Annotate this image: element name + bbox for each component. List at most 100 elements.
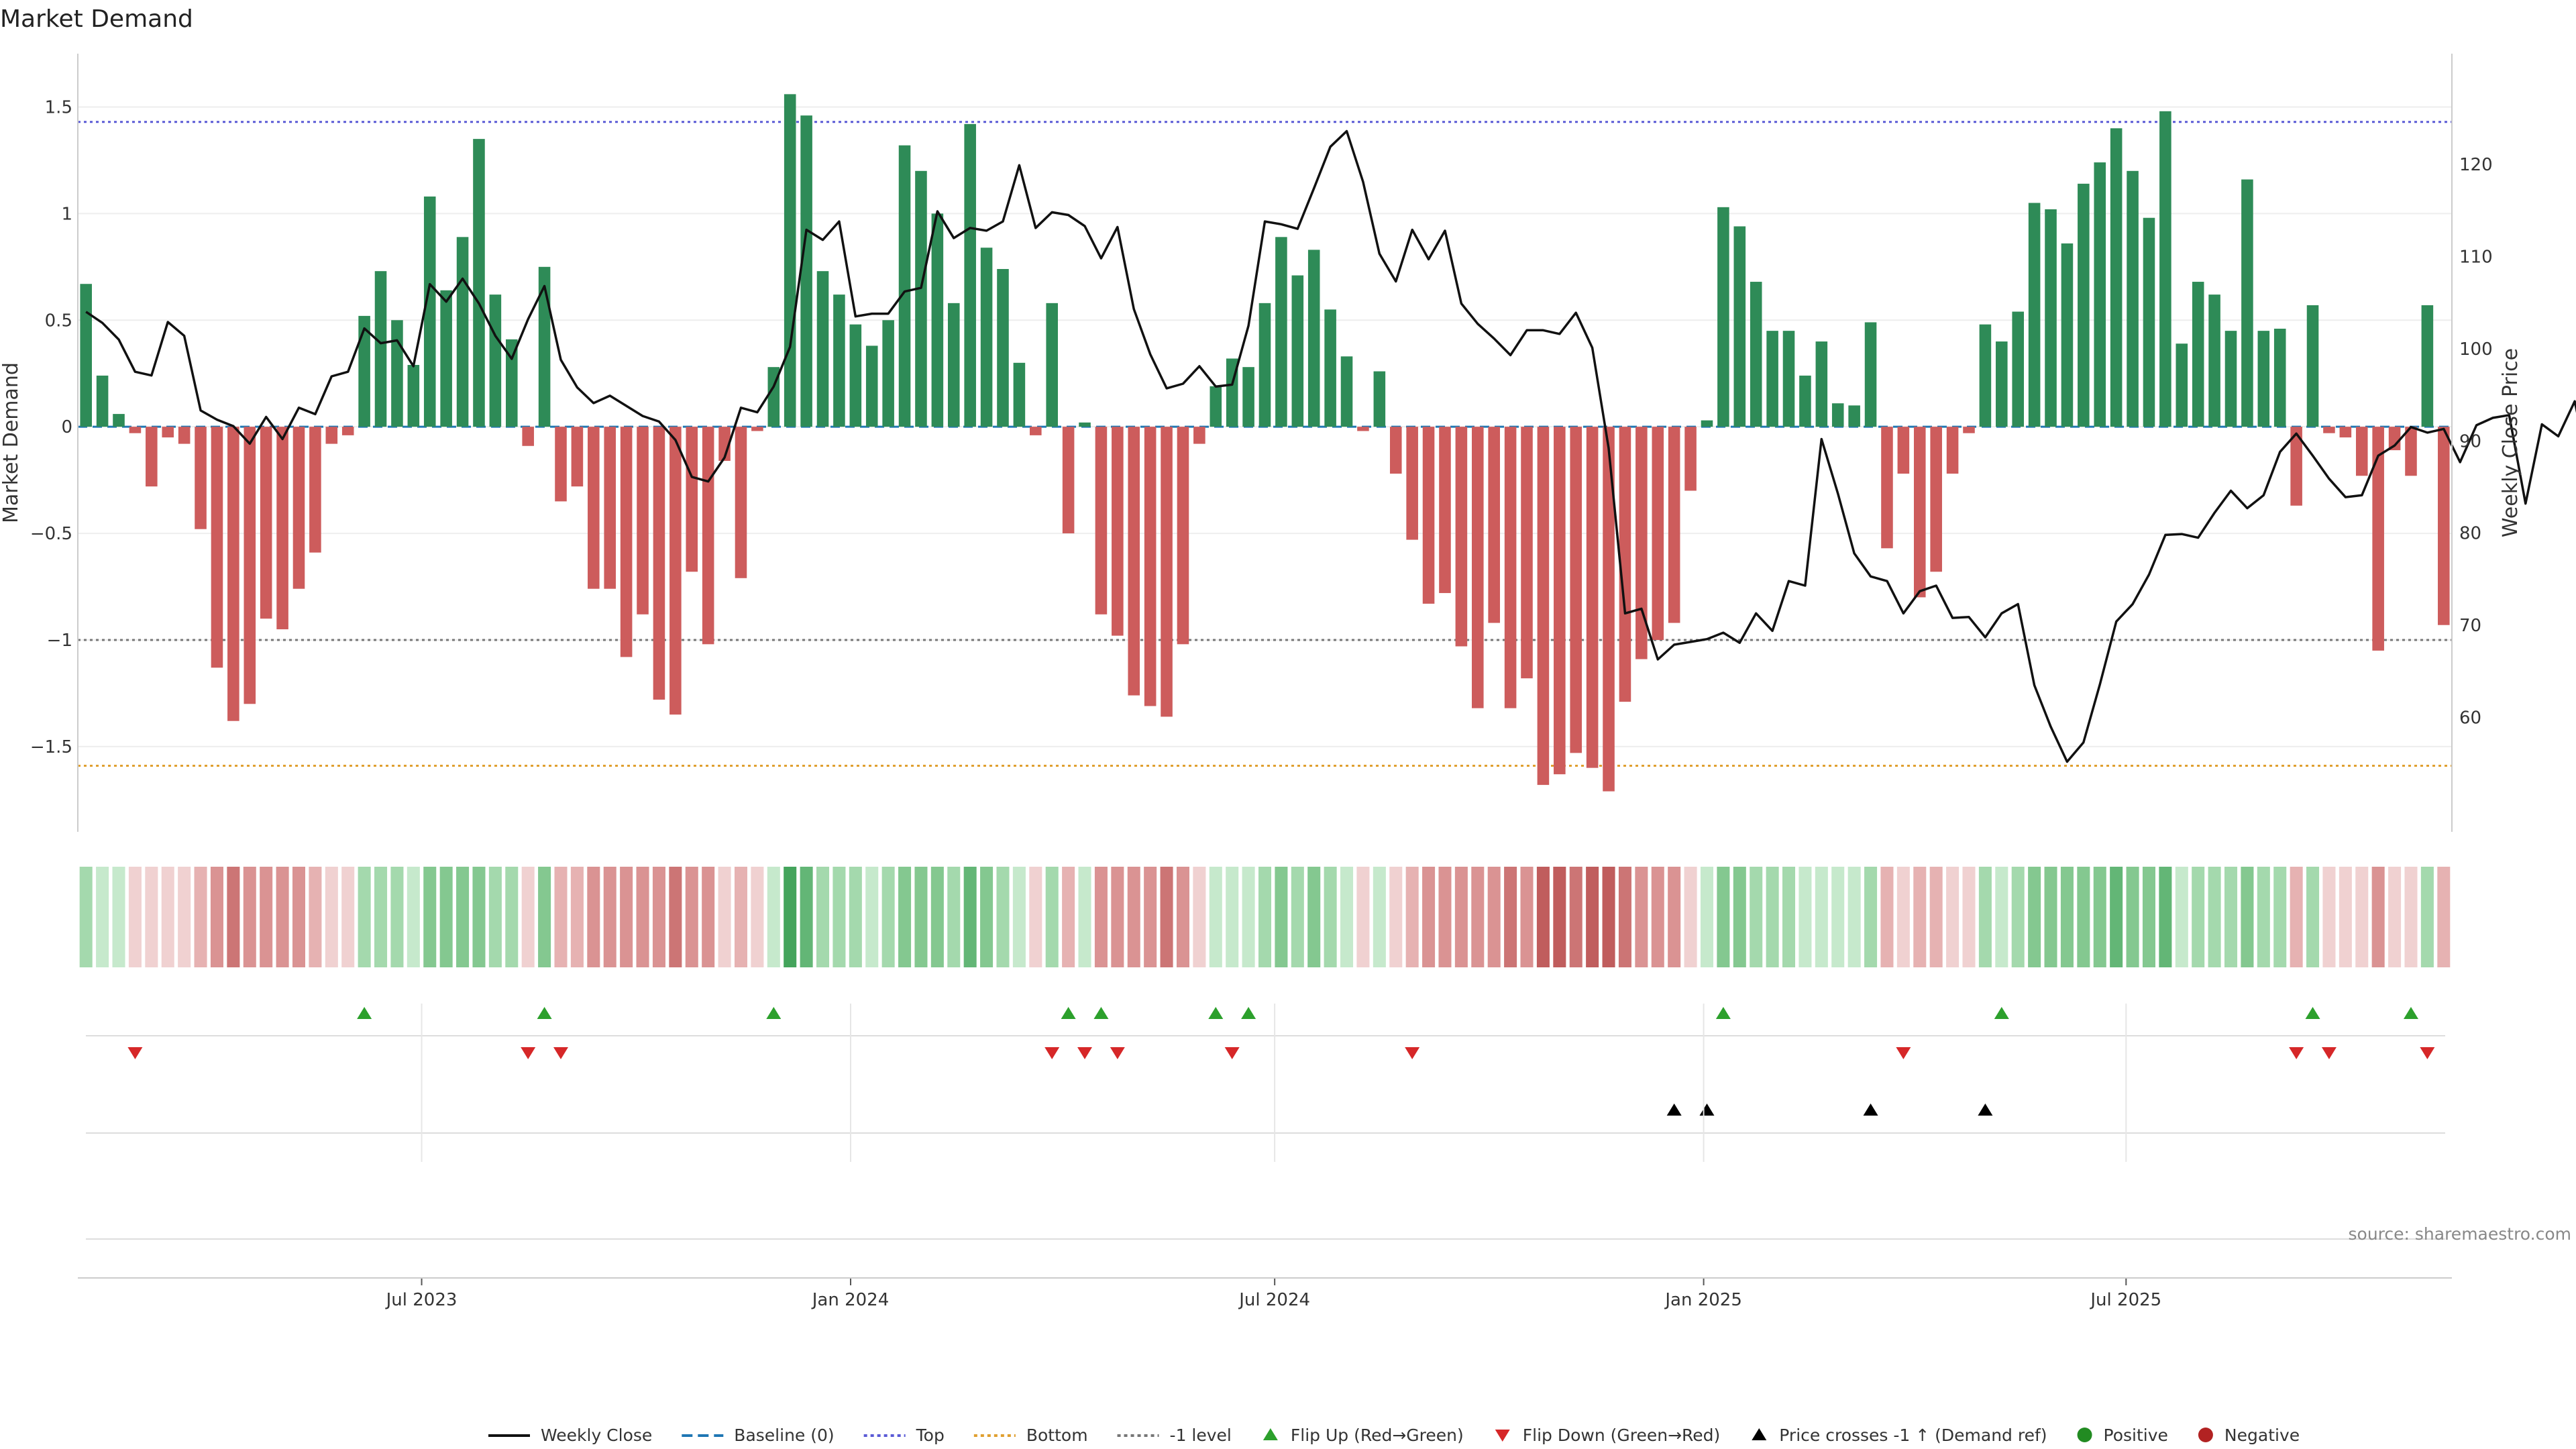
price-line-group [85, 129, 2576, 763]
heat-cell [161, 867, 174, 967]
heat-cell [1487, 867, 1501, 967]
legend-label-positive: Positive [2104, 1426, 2168, 1445]
legend: Weekly Close Baseline (0) Top Bottom -1 leve… [488, 1426, 2300, 1445]
left-y-tick-label: −0.5 [30, 524, 72, 544]
heat-cell [1896, 867, 1910, 967]
flip-up-marker [357, 1007, 372, 1019]
demand-bar-negative [669, 427, 682, 715]
demand-heat-strip [79, 867, 2451, 967]
heat-cell [2290, 867, 2303, 967]
heat-cell [702, 867, 715, 967]
heat-cell [456, 867, 470, 967]
demand-bar-negative [1930, 427, 1942, 572]
left-y-tick-label: −1.5 [30, 737, 72, 757]
demand-bar-positive [1979, 324, 1992, 427]
demand-bar-negative [146, 427, 158, 487]
x-axis: Jul 2023 Jan 2024 Jul 2024 Jan 2025 Jul 2025 [78, 1004, 2452, 1310]
demand-bar-negative [2438, 427, 2450, 625]
demand-bar-negative [735, 427, 747, 578]
heat-cell [2159, 867, 2172, 967]
demand-bar-negative [1112, 427, 1124, 636]
heat-cell [800, 867, 813, 967]
heat-cell [1799, 867, 1812, 967]
demand-bar-negative [309, 427, 321, 553]
heat-cell [1520, 867, 1534, 967]
legend-swatch-positive [2077, 1428, 2092, 1442]
legend-label-negative: Negative [2224, 1426, 2300, 1445]
heat-cell [1929, 867, 1943, 967]
flip-down-marker [127, 1047, 143, 1059]
demand-bar-positive [2192, 282, 2204, 427]
heat-cell [1062, 867, 1075, 967]
demand-bar-positive [898, 145, 911, 427]
heat-cell [2306, 867, 2320, 967]
heat-cell [128, 867, 142, 967]
heat-cell [1029, 867, 1042, 967]
heat-cell [784, 867, 797, 967]
heat-cell [96, 867, 109, 967]
demand-bar-negative [1570, 427, 1582, 753]
demand-bar-negative [2405, 427, 2417, 476]
flip-down-marker [1224, 1047, 1240, 1059]
demand-bar-positive [1373, 371, 1386, 427]
demand-bar-positive [80, 284, 92, 427]
demand-bar-positive [96, 375, 109, 427]
demand-bar-negative [1913, 427, 1926, 598]
demand-bar-positive [1242, 367, 1254, 427]
heat-cell [1946, 867, 1960, 967]
flip-down-marker [1077, 1047, 1093, 1059]
demand-bar-positive [506, 339, 518, 427]
heat-cell [2420, 867, 2434, 967]
legend-label-bottom: Bottom [1026, 1426, 1088, 1445]
heat-cell [1913, 867, 1927, 967]
demand-bar-negative [1652, 427, 1664, 640]
heat-cell [1553, 867, 1566, 967]
legend-swatch-cross [1752, 1428, 1767, 1440]
heat-cell [1880, 867, 1894, 967]
legend-label-flip_down: Flip Down (Green→Red) [1523, 1426, 1721, 1445]
flip-down-marker [1405, 1047, 1420, 1059]
demand-bar-negative [1897, 427, 1910, 474]
demand-bar-negative [1455, 427, 1468, 647]
demand-bar-negative [2372, 427, 2384, 651]
heat-cell [767, 867, 780, 967]
legend-swatch-flip-down [1495, 1430, 1510, 1442]
demand-bar-negative [276, 427, 288, 630]
heat-cell [2355, 867, 2369, 967]
demand-bar-positive [2241, 179, 2253, 427]
heat-cell [930, 867, 944, 967]
demand-bar-negative [1537, 427, 1550, 786]
source-note: source: sharemaestro.com [2349, 1224, 2572, 1244]
demand-bar-negative [588, 427, 600, 589]
demand-bar-positive [2012, 311, 2024, 427]
demand-bar-positive [1701, 420, 1713, 427]
demand-bar-negative [751, 427, 763, 431]
heat-cell [849, 867, 862, 967]
demand-bar-positive [113, 414, 125, 427]
heat-cell [1602, 867, 1615, 967]
flip-down-marker [2289, 1047, 2304, 1059]
demand-bar-positive [1275, 237, 1287, 427]
heat-cell [210, 867, 223, 967]
demand-bar-negative [686, 427, 698, 572]
heat-cell [947, 867, 961, 967]
flip-up-marker [1715, 1007, 1731, 1019]
heat-cell [816, 867, 830, 967]
demand-bar-positive [1324, 309, 1336, 427]
flip-up-marker [766, 1007, 782, 1019]
demand-bar-positive [1717, 207, 1729, 427]
right-y-tick-label: 120 [2459, 155, 2493, 175]
heat-cell [439, 867, 453, 967]
demand-bar-negative [1389, 427, 1402, 474]
heat-cell [390, 867, 404, 967]
demand-bar-negative [1554, 427, 1566, 775]
demand-bar-negative [1128, 427, 1140, 696]
heat-cell [521, 867, 535, 967]
demand-bar-positive [784, 94, 796, 427]
demand-bar-negative [195, 427, 207, 529]
left-y-tick-label: 0 [61, 417, 72, 437]
heat-cell [718, 867, 731, 967]
demand-bar-positive [980, 248, 993, 427]
demand-bar-negative [1030, 427, 1042, 435]
heat-cell [1127, 867, 1140, 967]
